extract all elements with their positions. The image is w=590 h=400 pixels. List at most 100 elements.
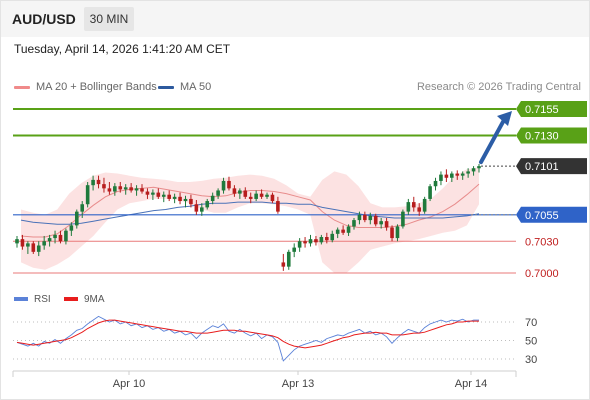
level-label-support: 0.7030 <box>525 236 559 248</box>
candle-bullish <box>422 198 427 212</box>
candle-bullish <box>292 247 296 252</box>
candle-bearish <box>107 188 112 192</box>
candle-bullish <box>286 251 291 267</box>
candle-bullish <box>450 173 454 178</box>
candle-bullish <box>69 225 74 231</box>
candle-bearish <box>341 229 345 233</box>
candle-bullish <box>319 237 324 243</box>
candle-bearish <box>270 194 275 202</box>
forecast-arrow-head <box>497 111 512 126</box>
candle-bullish <box>401 211 405 227</box>
candle-bullish <box>395 226 400 239</box>
candle-bullish <box>42 241 46 246</box>
candle-bullish <box>352 220 356 227</box>
candle-bullish <box>308 239 313 244</box>
level-label-pivot: 0.7055 <box>525 210 559 222</box>
candle-bullish <box>80 204 85 212</box>
level-label-resistance: 0.7155 <box>525 104 559 116</box>
candle-bearish <box>194 204 199 212</box>
candle-bearish <box>411 202 416 208</box>
level-label-current: 0.7101 <box>525 161 559 173</box>
x-tick-label: Apr 14 <box>455 378 487 390</box>
bollinger-swatch <box>14 85 30 89</box>
candle-bullish <box>221 180 226 191</box>
candle-bullish <box>406 202 411 212</box>
candle-bullish <box>335 229 340 234</box>
candle-bullish <box>85 185 90 205</box>
candle-bullish <box>205 201 210 208</box>
candle-bearish <box>129 187 133 191</box>
x-tick-label: Apr 13 <box>282 378 314 390</box>
candle-bullish <box>64 230 68 242</box>
legend-ma50-label: MA 50 <box>180 81 212 93</box>
candle-bullish <box>113 186 117 192</box>
candle-bearish <box>243 190 248 197</box>
candle-bearish <box>189 198 193 205</box>
candle-bullish <box>379 221 383 225</box>
candle-bullish <box>15 239 19 244</box>
timeframe-badge[interactable]: 30 MIN <box>84 7 134 31</box>
candle-bearish <box>167 194 171 199</box>
candle-bullish <box>216 190 220 196</box>
candle-bearish <box>31 243 36 252</box>
candle-bearish <box>96 179 101 185</box>
candle-bullish <box>460 173 465 176</box>
candle-bullish <box>297 241 302 248</box>
legend-ma50: MA 50 <box>158 81 211 93</box>
candle-bearish <box>178 196 182 202</box>
level-tag-current <box>516 158 587 175</box>
candle-bullish <box>210 195 215 202</box>
rsi-tick-label: 50 <box>525 336 537 348</box>
candle-bullish <box>439 174 443 181</box>
candle-bearish <box>58 234 63 242</box>
legend-rsi-label: RSI <box>34 294 51 305</box>
rsi-tick-label: 70 <box>525 317 537 329</box>
level-tag-pivot <box>516 206 587 223</box>
legend-rsi: RSI <box>14 294 51 305</box>
rsi-ma-line <box>16 319 479 349</box>
candle-bearish <box>417 207 422 212</box>
candle-bullish <box>172 196 177 199</box>
candle-bearish <box>248 196 253 199</box>
candle-bullish <box>471 168 476 172</box>
candle-bullish <box>36 245 41 252</box>
rsi-ma-swatch <box>64 297 78 302</box>
candle-bullish <box>368 215 373 221</box>
level-label-support: 0.7000 <box>525 268 559 280</box>
instrument-symbol: AUD/USD <box>12 11 76 27</box>
legend-rsi-ma: 9MA <box>64 294 105 305</box>
candle-bullish <box>330 233 335 241</box>
candle-bullish <box>346 226 351 233</box>
candle-bearish <box>314 239 318 243</box>
candle-bullish <box>53 234 57 239</box>
chart-header: AUD/USD 30 MIN <box>1 1 589 37</box>
candle-bullish <box>433 180 438 187</box>
timestamp: Tuesday, April 14, 2026 1:41:20 AM CET <box>14 42 231 56</box>
candle-bearish <box>390 227 394 239</box>
ma50-swatch <box>158 85 174 89</box>
candle-bullish <box>134 188 139 191</box>
candle-bearish <box>276 201 280 212</box>
candle-bullish <box>357 214 362 221</box>
candle-bearish <box>325 237 329 241</box>
legend-rsi-ma-label: 9MA <box>84 294 105 305</box>
candle-bearish <box>384 221 389 228</box>
candle-bearish <box>156 192 161 197</box>
candle-bearish <box>455 173 460 176</box>
candle-bearish <box>373 215 378 225</box>
candle-bullish <box>238 190 242 194</box>
level-tag-resistance <box>516 101 587 117</box>
candle-bullish <box>466 171 470 174</box>
legend-bollinger: MA 20 + Bollinger Bands <box>14 81 157 93</box>
candle-bearish <box>259 193 264 197</box>
rsi-tick-label: 30 <box>525 354 537 366</box>
candle-bearish <box>145 191 150 195</box>
bollinger-band-fill <box>310 167 479 273</box>
candle-bullish <box>254 193 258 199</box>
legend-bollinger-label: MA 20 + Bollinger Bands <box>36 81 157 93</box>
candle-bullish <box>200 207 204 212</box>
candle-bearish <box>281 262 286 267</box>
candle-bearish <box>363 214 367 221</box>
forecast-arrow-shaft <box>479 118 506 165</box>
